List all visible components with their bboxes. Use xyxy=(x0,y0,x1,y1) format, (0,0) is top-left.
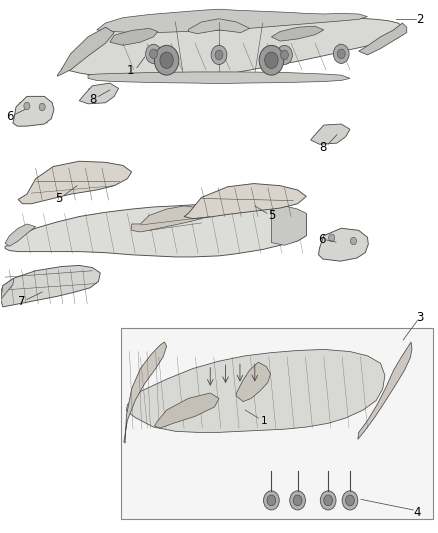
Circle shape xyxy=(265,52,278,68)
Circle shape xyxy=(293,495,302,506)
Circle shape xyxy=(281,50,288,60)
Polygon shape xyxy=(237,362,271,401)
Polygon shape xyxy=(110,28,158,45)
Text: 4: 4 xyxy=(413,506,420,519)
Text: 1: 1 xyxy=(261,416,267,426)
Polygon shape xyxy=(1,265,100,307)
Polygon shape xyxy=(154,393,219,428)
Text: 8: 8 xyxy=(89,93,97,106)
Text: 6: 6 xyxy=(6,110,13,123)
Circle shape xyxy=(337,49,345,59)
Polygon shape xyxy=(188,19,250,34)
Polygon shape xyxy=(311,124,350,144)
Polygon shape xyxy=(13,96,54,126)
Polygon shape xyxy=(57,27,114,76)
Circle shape xyxy=(154,45,179,75)
Polygon shape xyxy=(184,183,306,219)
Polygon shape xyxy=(5,224,35,246)
Polygon shape xyxy=(359,23,407,55)
Circle shape xyxy=(346,495,354,506)
Circle shape xyxy=(24,102,30,110)
Circle shape xyxy=(150,49,157,59)
Circle shape xyxy=(39,103,45,111)
Circle shape xyxy=(328,234,335,241)
Circle shape xyxy=(290,491,305,510)
Polygon shape xyxy=(18,161,132,204)
Polygon shape xyxy=(5,204,306,257)
Text: 5: 5 xyxy=(268,209,275,222)
Text: 2: 2 xyxy=(416,13,424,26)
Polygon shape xyxy=(132,206,210,232)
Text: 6: 6 xyxy=(318,233,326,246)
Polygon shape xyxy=(272,206,306,245)
Circle shape xyxy=(264,491,279,510)
Text: 1: 1 xyxy=(127,64,134,77)
Circle shape xyxy=(160,52,173,68)
Polygon shape xyxy=(88,72,350,84)
Circle shape xyxy=(324,495,332,506)
Polygon shape xyxy=(97,9,367,33)
Polygon shape xyxy=(1,278,14,300)
Circle shape xyxy=(211,45,227,64)
Polygon shape xyxy=(62,14,403,80)
Text: 3: 3 xyxy=(416,311,424,324)
Text: 7: 7 xyxy=(18,295,25,308)
Polygon shape xyxy=(127,350,385,432)
Circle shape xyxy=(215,50,223,60)
Circle shape xyxy=(350,237,357,245)
Circle shape xyxy=(267,495,276,506)
Polygon shape xyxy=(272,26,324,41)
Polygon shape xyxy=(124,342,166,443)
Polygon shape xyxy=(358,342,412,439)
Circle shape xyxy=(259,45,284,75)
Text: 8: 8 xyxy=(319,141,327,154)
Circle shape xyxy=(342,491,358,510)
Circle shape xyxy=(320,491,336,510)
Polygon shape xyxy=(79,83,119,104)
FancyBboxPatch shape xyxy=(121,328,433,519)
Circle shape xyxy=(333,44,349,63)
Text: 5: 5 xyxy=(55,192,62,205)
Circle shape xyxy=(277,45,292,64)
Polygon shape xyxy=(318,228,368,261)
Circle shape xyxy=(146,44,161,63)
